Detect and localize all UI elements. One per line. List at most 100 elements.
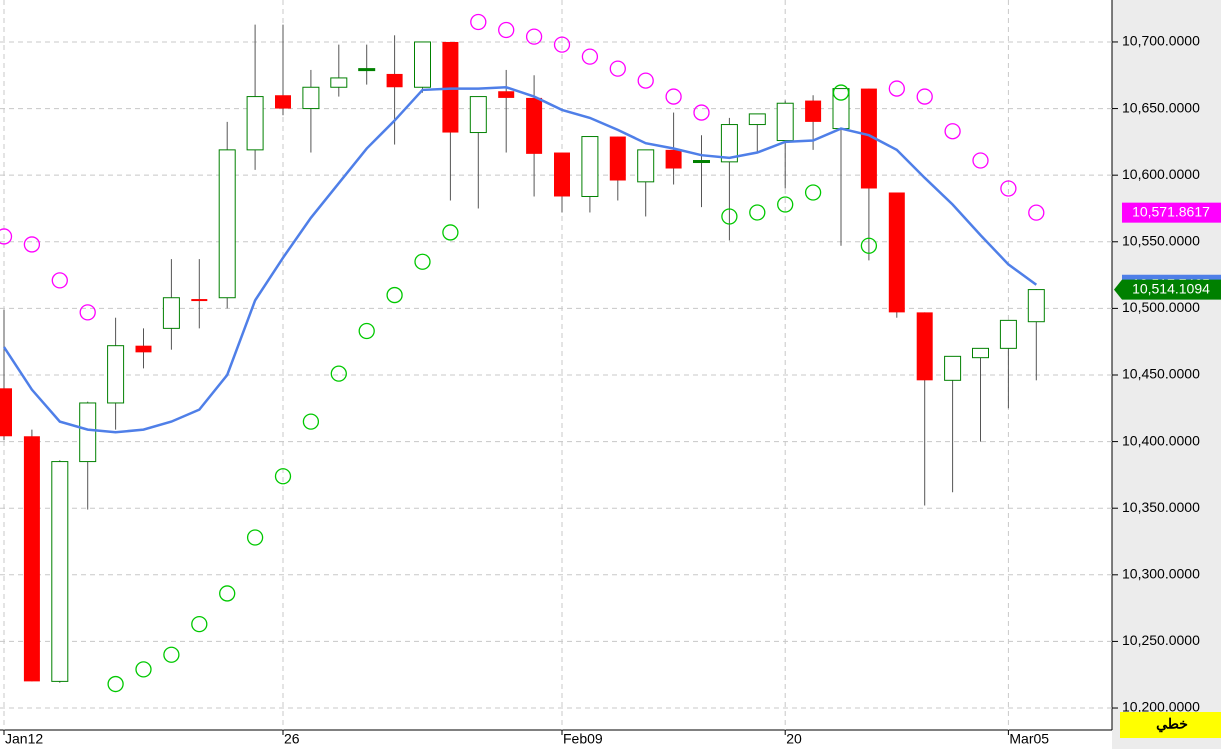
sar-dot [51,272,68,289]
sar-dot [525,28,543,45]
candle-body [972,347,989,359]
sar-dot [553,36,571,53]
candle-body [554,152,570,197]
sar-dot [302,413,320,430]
candle-body [944,355,962,381]
sar-dot [23,236,41,253]
candle-body [330,77,348,88]
last-value-box [1114,279,1221,300]
y-tick-label: 10,450.0000 [1122,366,1200,382]
candle-body [135,345,152,353]
candle-body [107,345,125,404]
sar-dot [609,60,626,77]
y-tick-label: 10,500.0000 [1122,299,1200,315]
candle-body [51,461,69,682]
candle-body [693,160,710,164]
candle-body [469,96,487,134]
candle-body [275,95,291,109]
candle-body [581,136,599,197]
candle-body [79,402,97,463]
candle-body [999,319,1017,349]
candle-body [302,86,320,110]
sar-dot [972,152,989,169]
sar-dot [274,468,292,485]
candle-body [23,436,40,682]
sar-dot [219,585,236,602]
candle-body [218,149,236,299]
sar-dot [0,228,13,245]
sar-dot [135,661,152,678]
candle-body [246,96,264,151]
scale-mode-label[interactable]: خطي [1156,716,1188,733]
last-value-label: 10,514.1094 [1132,280,1210,296]
candle-body [162,297,180,329]
x-tick-label: 26 [284,731,300,747]
last-value-box [1122,202,1221,223]
sar-dot [916,88,933,105]
x-tick-label: Feb09 [563,731,603,747]
x-tick-label: Jan12 [5,731,43,747]
sar-dot [637,72,654,89]
x-tick-label: Mar05 [1009,731,1049,747]
x-tick-label: 20 [786,731,802,747]
candle-body [498,91,515,98]
sar-dot [581,48,599,65]
y-tick-label: 10,300.0000 [1122,566,1200,582]
marks [0,13,1045,693]
last-value-label: 10,571.8617 [1132,203,1210,219]
sar-dot [163,646,180,663]
candle-body [748,113,766,126]
y-tick-label: 10,200.0000 [1122,699,1200,715]
candle-body [191,299,208,302]
sar-dot [246,529,264,546]
sar-dot [414,253,431,270]
candle-body [860,88,877,189]
sar-dot [442,224,459,241]
y-tick-label: 10,650.0000 [1122,99,1200,115]
sar-dot [944,123,961,140]
sar-dot [832,84,850,101]
sar-dot [107,675,124,693]
y-tick-label: 10,600.0000 [1122,166,1200,182]
sar-dot [191,615,208,633]
sar-dot [1000,180,1017,197]
y-tick-label: 10,700.0000 [1122,33,1200,49]
candle-body [888,192,905,313]
sar-dot [470,13,487,31]
candle-body [776,102,794,142]
sar-dot [721,208,738,225]
candle-body [665,149,682,169]
sar-dot [79,304,96,321]
moving-average-line [2,85,1038,434]
sar-dot [804,184,822,201]
candle-body [832,88,850,130]
y-tick-label: 10,550.0000 [1122,232,1200,248]
y-tick-label: 10,350.0000 [1122,499,1200,515]
sar-dot [1028,204,1045,221]
candle-body [442,41,459,133]
candle-body [637,149,655,183]
scale-mode-box[interactable] [1120,712,1221,738]
candle-body [805,100,822,122]
candle-body [526,97,543,154]
candle-body [386,73,403,88]
sar-dot [693,104,710,121]
sar-dot [777,196,794,213]
candle-body [358,68,376,72]
candle-body [0,388,12,437]
y-tick-label: 10,250.0000 [1122,632,1200,648]
sar-dot [358,322,375,340]
y-tick-label: 10,400.0000 [1122,432,1200,448]
sar-dot [498,21,515,39]
sar-dot [386,286,403,304]
axis: 10,200.0000 10,250.0000 10,300.0000 10,350.… [3,33,1221,747]
sar-dot [749,204,766,221]
candle-body [916,312,933,381]
candle-body [609,136,626,181]
candle-body [1027,289,1045,323]
sar-dot [665,88,682,105]
price-axis-panel [1112,0,1221,749]
candle-body [720,124,738,163]
sar-dot [860,237,878,254]
